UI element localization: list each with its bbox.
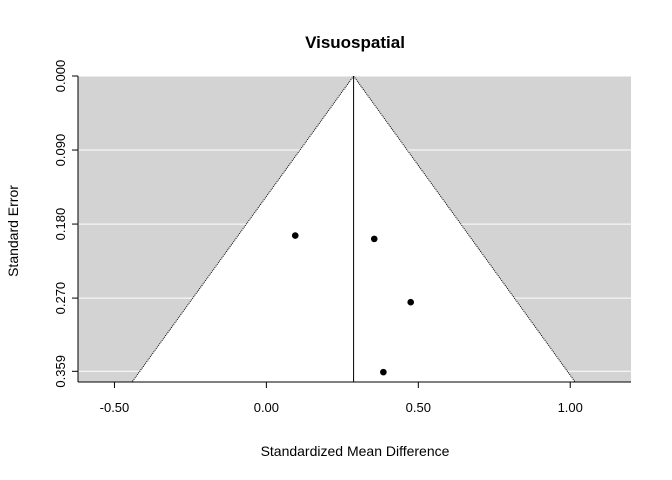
funnel-left-edge (131, 76, 354, 382)
data-point (407, 298, 415, 306)
data-point (291, 232, 299, 239)
funnel-right-edge (353, 76, 576, 382)
x-tick-label: 0.50 (406, 400, 431, 415)
data-point (380, 368, 387, 376)
y-axis-label: Standard Error (5, 185, 21, 277)
y-tick-label: 0.180 (53, 208, 68, 241)
chart-title: Visuospatial (305, 33, 405, 52)
y-tick-label: 0.270 (53, 282, 68, 315)
x-tick-label: 1.00 (558, 400, 583, 415)
y-tick-label: 0.359 (53, 355, 68, 388)
data-point (370, 235, 378, 243)
y-tick-label: 0.090 (53, 134, 68, 167)
x-tick-label: 0.00 (254, 400, 279, 415)
y-tick-label: 0.000 (53, 60, 68, 93)
x-axis-label: Standardized Mean Difference (261, 443, 450, 459)
x-tick-label: -0.50 (100, 400, 130, 415)
